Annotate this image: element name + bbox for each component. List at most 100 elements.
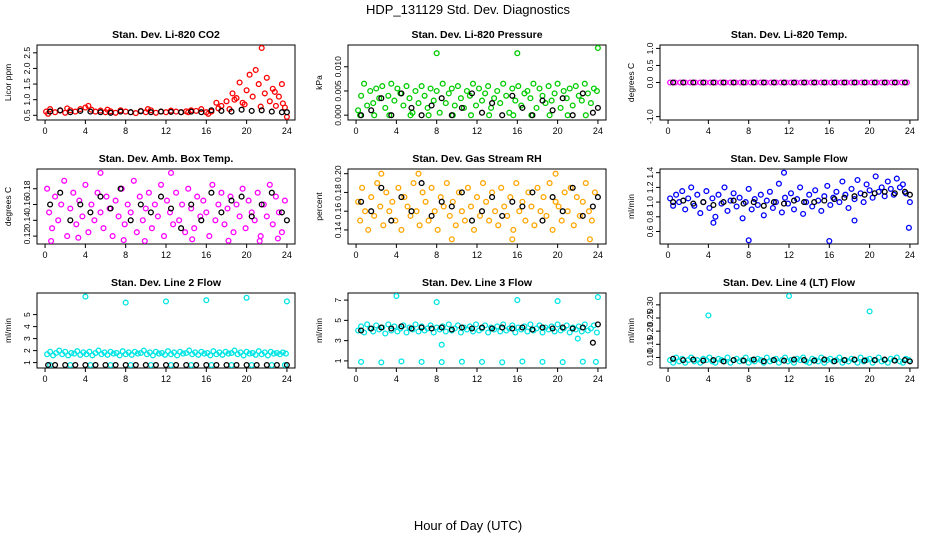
data-point [385,321,392,328]
data-point [58,201,65,208]
data-point [268,108,275,115]
data-point [552,198,559,205]
data-point [413,208,420,215]
data-point [775,180,782,187]
x-tick-label: 24 [593,250,603,260]
data-point [112,197,119,204]
panel-title: Stan. Dev. Li-820 CO2 [112,29,220,41]
data-point [406,95,413,102]
data-point [379,83,386,90]
data-point [451,325,458,332]
data-point [458,104,465,111]
data-point [887,185,894,192]
data-point [486,217,493,224]
data-point [563,95,570,102]
data-point [831,79,838,86]
data-point [401,194,408,201]
data-point [891,190,898,197]
data-point [549,226,556,233]
data-point [355,107,362,114]
data-point [154,213,161,220]
data-point [243,294,250,301]
data-point [872,173,879,180]
data-point [355,198,362,205]
data-point [500,321,507,328]
data-point [499,324,506,331]
data-point [700,79,707,86]
data-point [82,181,89,188]
data-point [527,321,534,328]
data-point [785,292,793,300]
series-2 [670,188,913,209]
data-point [861,357,868,364]
data-point [424,325,431,332]
data-point [213,99,220,106]
data-point [866,187,873,194]
data-point [589,109,596,116]
x-tick-label: 24 [282,374,292,384]
data-point [364,102,371,109]
data-point [272,102,279,109]
x-tick-label: 20 [242,374,252,384]
data-point [585,208,592,215]
data-point [473,194,481,201]
data-point [754,201,761,209]
data-point [225,237,232,244]
data-point [236,213,243,220]
data-point [174,352,181,359]
data-point [182,229,189,236]
data-point [736,194,743,201]
data-point [212,217,219,224]
data-point [403,329,410,336]
data-point [117,108,124,115]
data-point [495,222,502,229]
data-point [720,79,727,86]
y-tick-label: 3 [22,336,32,341]
data-point [451,102,458,109]
data-point [412,87,419,95]
data-point [194,193,201,200]
x-tick-label: 0 [354,374,359,384]
data-point [200,197,207,204]
data-point [860,199,867,206]
series-1 [667,79,910,86]
data-point [510,226,517,233]
y-axis-label: kPa [314,75,324,90]
data-point [763,197,770,204]
data-point [233,361,240,369]
data-point [514,50,521,57]
data-point [546,112,553,119]
y-tick-label: 0.5 [22,109,32,121]
data-point [55,217,62,224]
data-point [821,197,828,204]
series-1 [44,169,288,245]
data-point [107,109,114,116]
data-point [529,189,536,196]
data-point [790,359,798,366]
series-1 [667,292,912,366]
data-point [464,184,471,191]
data-point [209,181,216,188]
data-point [431,208,438,215]
data-point [428,184,435,191]
data-point [371,212,378,219]
data-point [457,95,464,102]
data-point [160,233,168,240]
data-point [266,181,273,188]
y-axis-label: ml/min [626,318,636,343]
data-point [179,201,186,208]
x-tick-label: 4 [706,250,711,260]
data-point [97,209,104,216]
x-tick-label: 0 [666,126,671,136]
data-point [282,350,289,357]
panel-title: Stan. Dev. Line 3 Flow [422,277,533,289]
data-point [557,104,564,111]
data-point [705,312,712,319]
data-point [884,178,891,185]
data-point [478,208,486,215]
data-point [730,190,737,197]
data-point [673,354,680,361]
data-point [109,233,116,240]
data-point [274,235,281,242]
data-point [358,92,365,99]
